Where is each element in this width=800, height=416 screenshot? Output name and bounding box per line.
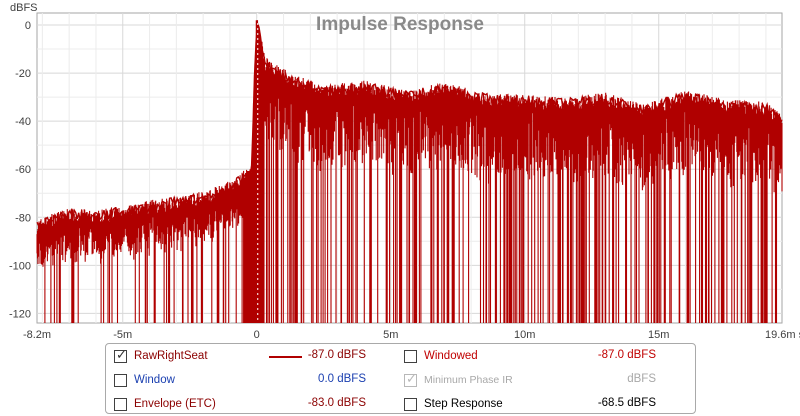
step-response-checkbox[interactable] [404,397,417,411]
chart-title: Impulse Response [316,14,484,35]
legend-value-windowed: -87.0 dBFS [597,349,656,361]
legend-row-minimum-phase: ✓ Minimum Phase IR [404,370,513,388]
y-axis-label: dBFS [10,2,38,14]
y-tick-label: -40 [15,116,31,128]
rawrightseat-trace [36,13,783,323]
legend-value-envelope: -83.0 dBFS [307,397,366,409]
legend-label-envelope: Envelope (ETC) [134,398,216,410]
x-tick-label: 19.6m s [765,329,800,340]
legend-row-step-response[interactable]: Step Response [404,396,503,412]
impulse-response-chart[interactable]: 0 -20 -40 -60 -80 -100 -120 -8.2m -5m 0 5m 10m 15m 1… [0,0,800,340]
x-tick-label: -8.2m [23,329,51,340]
x-tick-label: 5m [383,329,398,340]
x-axis-ticks: -8.2m -5m 0 5m 10m 15m 19.6m s [23,329,800,340]
rawrightseat-line-swatch [269,356,302,358]
legend-value-rawrightseat: -87.0 dBFS [307,349,366,361]
x-tick-label: 15m [648,329,669,340]
y-axis-ticks: 0 -20 -40 -60 -80 -100 -120 [9,20,31,320]
y-tick-label: -120 [9,308,31,320]
y-tick-label: 0 [25,20,31,32]
legend-row-window[interactable]: Window [114,372,175,388]
check-icon: ✓ [406,370,417,386]
y-tick-label: -80 [15,212,31,224]
window-checkbox[interactable] [114,373,127,387]
legend-value-step-response: -68.5 dBFS [597,397,656,409]
x-tick-label: -5m [113,329,132,340]
legend-value-minimum-phase: dBFS [627,373,656,385]
legend-panel: ✓ RawRightSeat -87.0 dBFS Window 0.0 dBF… [105,343,696,414]
windowed-checkbox[interactable] [404,349,417,363]
legend-label-windowed: Windowed [424,350,478,362]
legend-row-rawrightseat[interactable]: ✓ RawRightSeat [114,346,208,364]
minimum-phase-checkbox: ✓ [404,370,417,387]
legend-label-minimum-phase: Minimum Phase IR [424,374,513,386]
y-tick-label: -20 [15,68,31,80]
x-tick-label: 0 [254,329,260,340]
x-tick-label: 10m [514,329,535,340]
legend-row-envelope[interactable]: Envelope (ETC) [114,396,216,412]
legend-label-rawrightseat: RawRightSeat [134,350,208,362]
y-tick-label: -100 [9,260,31,272]
legend-value-window: 0.0 dBFS [318,373,366,385]
legend-label-step-response: Step Response [424,398,503,410]
y-tick-label: -60 [15,164,31,176]
legend-label-window: Window [134,374,175,386]
legend-row-windowed[interactable]: Windowed [404,348,478,364]
check-icon: ✓ [116,346,127,362]
rawrightseat-checkbox[interactable]: ✓ [114,346,127,363]
rawrightseat-envelope-line [36,22,783,231]
envelope-checkbox[interactable] [114,397,127,411]
